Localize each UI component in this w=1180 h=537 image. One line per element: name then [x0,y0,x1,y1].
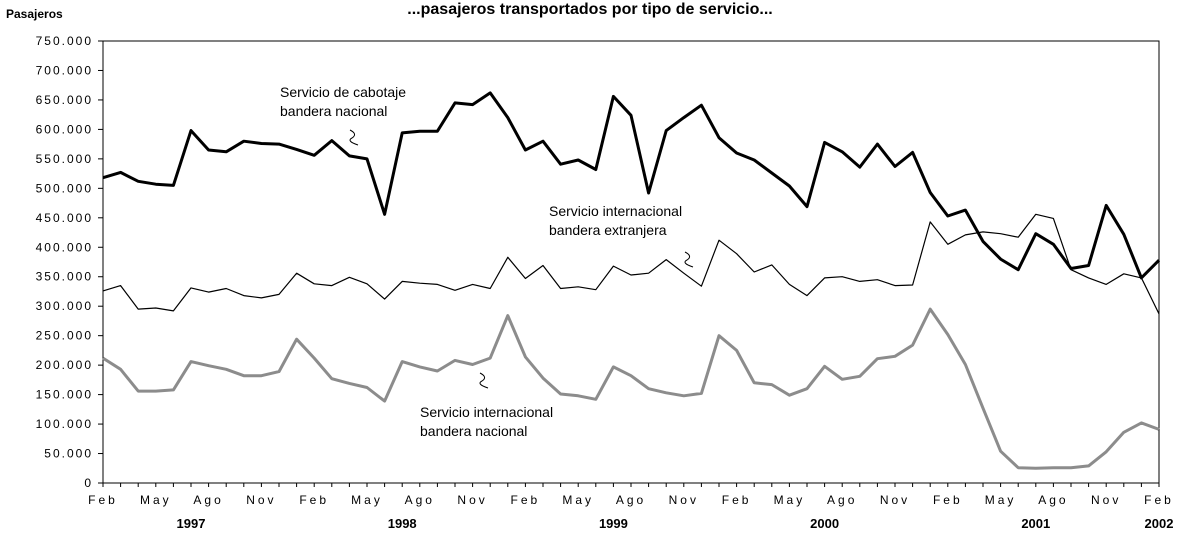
x-tick-label: Nov [457,493,487,507]
y-tick-label: 350.000 [36,270,93,284]
y-tick-label: 50.000 [44,447,93,461]
series-label: Servicio de cabotaje [280,84,406,100]
y-tick-label: 250.000 [36,329,93,343]
x-tick-label: Feb [1144,493,1174,507]
y-tick-label: 200.000 [36,358,93,372]
y-tick-label: 300.000 [36,299,93,313]
y-tick-label: 150.000 [36,388,93,402]
x-axis: Feb May Ago Nov Feb May Ago Nov Feb May Ago Nov Feb M… [88,483,1174,531]
series-line-1 [102,91,1161,280]
annotation-group: Servicio de cabotaje bandera nacional Serv… [280,84,694,439]
year-label: 2001 [1021,516,1050,531]
x-tick-label: Feb [88,493,118,507]
x-tick-label: Ago [193,493,223,507]
y-tick-label: 500.000 [36,181,93,195]
x-tick-label: Feb [933,493,963,507]
y-tick-label: 700.000 [36,63,93,77]
y-tick-label: 100.000 [36,417,93,431]
y-axis-label: Pasajeros [6,7,63,21]
series-label: Servicio internacional [549,203,682,219]
y-tick-label: 750.000 [36,34,93,48]
series-label: bandera extranjera [549,222,667,238]
x-tick-label: May [140,493,172,507]
y-tick-label: 450.000 [36,211,93,225]
x-tick-label: Nov [669,493,699,507]
series-label: bandera nacional [420,423,527,439]
x-tick-label: May [774,493,806,507]
year-label: 2000 [810,516,839,531]
chart-title: ...pasajeros transportados por tipo de s… [407,1,772,18]
x-tick-label: Nov [1091,493,1121,507]
y-tick-label: 400.000 [36,240,93,254]
x-tick-label: Nov [880,493,910,507]
series-label: bandera nacional [280,103,387,119]
x-tick-label: May [351,493,383,507]
y-tick-label: 550.000 [36,152,93,166]
x-tick-label: Nov [246,493,276,507]
label-pointer-mark [349,129,359,146]
label-pointer-mark [479,372,489,389]
year-label: 2002 [1145,516,1174,531]
y-tick-label: 650.000 [36,93,93,107]
series-label: Servicio internacional [420,404,553,420]
y-tick-label: 600.000 [36,122,93,136]
y-axis: 0 50.000 100.000 150.000 200.000 250.000 300.0… [36,34,103,490]
x-tick-label: May [985,493,1017,507]
x-tick-label: Ago [827,493,857,507]
x-tick-label: Feb [722,493,752,507]
series-group [102,91,1161,470]
series-line-3 [102,307,1160,470]
year-label: 1997 [177,516,206,531]
label-pointer-mark [684,251,694,268]
plot-area [102,40,1160,484]
x-tick-label: Feb [299,493,329,507]
x-tick-label: Ago [1038,493,1068,507]
year-label: 1998 [388,516,417,531]
x-tick-label: Feb [511,493,541,507]
y-tick-label: 0 [84,476,93,490]
year-label: 1999 [599,516,628,531]
series-line-2 [102,213,1160,315]
x-tick-label: Ago [405,493,435,507]
x-tick-label: Ago [616,493,646,507]
x-tick-label: May [562,493,594,507]
